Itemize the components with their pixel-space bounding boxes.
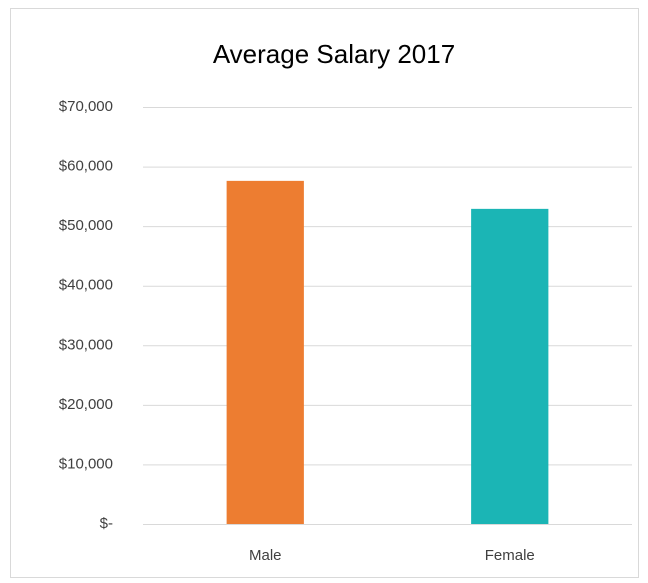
y-tick-label: $70,000 <box>59 98 113 115</box>
x-tick-label: Female <box>485 547 535 564</box>
y-tick-label: $40,000 <box>59 277 113 294</box>
chart-title: Average Salary 2017 <box>213 39 455 69</box>
bar <box>226 180 304 524</box>
y-tick-label: $20,000 <box>59 396 113 413</box>
x-tick-label: Male <box>249 547 282 564</box>
y-tick-label: $- <box>100 515 113 532</box>
y-tick-label: $30,000 <box>59 336 113 353</box>
y-tick-label: $10,000 <box>59 455 113 472</box>
y-tick-label: $60,000 <box>59 158 113 175</box>
bar <box>471 208 549 525</box>
y-tick-label: $50,000 <box>59 217 113 234</box>
